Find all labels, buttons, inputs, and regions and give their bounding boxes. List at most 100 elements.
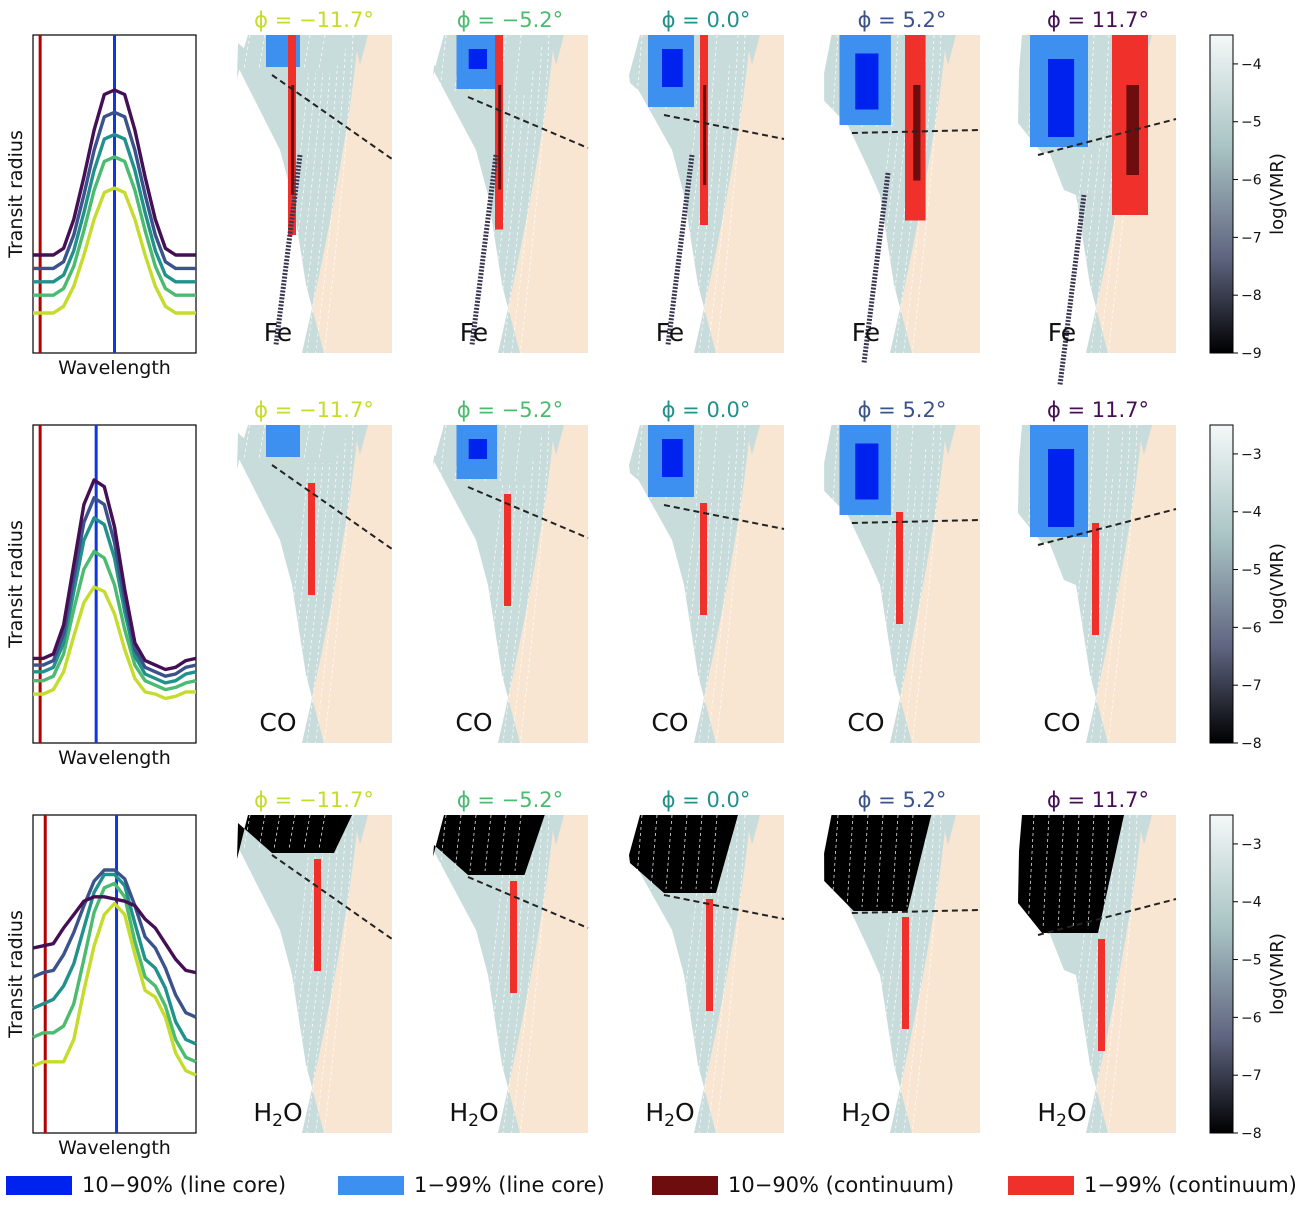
colorbar-tick-label: −6	[1241, 173, 1262, 189]
legend: 10−90% (line core) 1−99% (line core) 10−…	[0, 1168, 1316, 1202]
grid-line	[698, 424, 732, 744]
species-label: Fe	[460, 318, 488, 347]
grid-line	[868, 424, 907, 744]
grid-line	[1087, 424, 1095, 540]
grid-line	[1073, 424, 1110, 744]
grid-line	[323, 424, 354, 744]
grid-line	[476, 424, 515, 744]
planet-surface	[890, 425, 980, 743]
grid-line	[511, 34, 543, 354]
colorbar-1: −3 −4 −5 −6 −7 −8 log(VMR)	[1209, 424, 1288, 752]
atmosphere-panel-h2o-2: ϕ = 0.0° H2O	[629, 788, 785, 1134]
phase-title: ϕ = 0.0°	[662, 8, 751, 32]
spectrum-panel-h2o: Wavelength Transit radius	[5, 814, 197, 1159]
phase-title: ϕ = −5.2°	[457, 8, 563, 32]
colorbar-tick-label: −8	[1241, 736, 1262, 752]
x-axis-label: Wavelength	[58, 747, 171, 769]
grid-line	[868, 34, 907, 354]
grid-line	[903, 814, 935, 1134]
planet-surface	[302, 425, 392, 743]
grid-line	[280, 424, 319, 744]
upper-atmosphere	[629, 815, 738, 893]
grid-line	[1057, 814, 1065, 930]
colorbar-0: −4 −5 −6 −7 −8 −9 log(VMR)	[1209, 34, 1288, 362]
vmr-depletion-streak	[469, 154, 499, 346]
vmr-depletion-streak	[273, 154, 303, 346]
atmosphere-panel-h2o-4: ϕ = 11.7° H2O	[1018, 788, 1177, 1134]
colorbar-tick-label: −8	[1241, 288, 1262, 304]
y-axis-label: Transit radius	[5, 520, 27, 649]
vmr-depletion-streak	[1057, 194, 1087, 386]
colorbar-tick-label: −6	[1241, 1010, 1262, 1026]
spectrum-line-0	[32, 901, 197, 1077]
species-label: CO	[259, 708, 296, 737]
grid-line	[1087, 34, 1095, 150]
grid-line	[519, 814, 550, 1134]
atmosphere-grid	[630, 815, 760, 1133]
atmosphere-panel-fe-0: ϕ = −11.7° Fe	[237, 8, 393, 354]
atmosphere-panel-h2o-0: ϕ = −11.7° H2O	[237, 788, 393, 1134]
planet-surface	[694, 815, 784, 1133]
spectrum-panel-co: Wavelength Transit radius	[5, 424, 197, 769]
atmosphere-panel-h2o-3: ϕ = 5.2° H2O	[824, 788, 981, 1134]
continuum-1-99-region	[700, 503, 707, 615]
grid-line	[272, 814, 312, 1134]
grid-line	[894, 34, 928, 354]
line-core-10-90-region	[662, 439, 683, 477]
grid-line	[903, 34, 935, 354]
legend-swatch	[1008, 1175, 1074, 1195]
phase-title: ϕ = 0.0°	[662, 398, 751, 422]
terminator-line	[663, 114, 785, 140]
legend-label: 10−90% (line core)	[82, 1173, 287, 1197]
species-label: CO	[651, 708, 688, 737]
phase-title: ϕ = −5.2°	[457, 398, 563, 422]
grid-line	[323, 814, 354, 1134]
species-label: CO	[847, 708, 884, 737]
grid-line	[690, 424, 725, 744]
terminator-line	[467, 486, 589, 539]
grid-line	[877, 424, 914, 744]
grid-line	[298, 34, 333, 354]
grid-line	[1107, 814, 1138, 1134]
grid-line	[886, 34, 921, 354]
upper-atmosphere	[433, 815, 545, 875]
spectrum-axes-frame	[32, 814, 197, 1134]
y-axis-label: Transit radius	[5, 130, 27, 259]
legend-label: 1−99% (line core)	[414, 1173, 605, 1197]
x-axis-label: Wavelength	[58, 1137, 171, 1159]
species-label: H2O	[645, 1098, 694, 1131]
continuum-1-99-region	[314, 859, 321, 971]
colorbar-tick-label: −9	[1241, 346, 1262, 362]
upper-atmosphere	[824, 815, 932, 911]
colorbar-tick-label: −6	[1241, 620, 1262, 636]
grid-line	[272, 34, 312, 354]
terminator-line	[851, 519, 981, 524]
planet-surface	[1086, 425, 1176, 743]
grid-line	[715, 814, 746, 1134]
upper-atmosphere	[1018, 815, 1124, 933]
planet-surface	[498, 35, 588, 353]
colorbar-gradient	[1209, 34, 1234, 354]
grid-line	[860, 424, 900, 744]
terminator-line	[271, 74, 393, 160]
species-label: CO	[1043, 708, 1080, 737]
line-core-1-99-region	[266, 425, 300, 457]
grid-line	[707, 814, 739, 1134]
grid-line	[894, 424, 928, 744]
grid-line	[1102, 814, 1110, 930]
grid-line	[886, 424, 921, 744]
grid-line	[710, 424, 718, 500]
atmosphere-grid	[630, 35, 760, 353]
grid-line	[494, 424, 529, 744]
grid-line	[306, 814, 340, 1134]
grid-line	[494, 34, 529, 354]
legend-item-line-core-10-90: 10−90% (line core)	[6, 1168, 286, 1202]
line-core-10-90-region	[855, 443, 879, 500]
spectrum-line-1	[33, 155, 196, 297]
grid-line	[1099, 34, 1131, 354]
grid-line	[664, 424, 704, 744]
spectrum-line-3	[32, 868, 197, 1019]
continuum-10-90-region	[498, 85, 502, 190]
grid-line	[485, 424, 522, 744]
grid-line	[698, 34, 732, 354]
